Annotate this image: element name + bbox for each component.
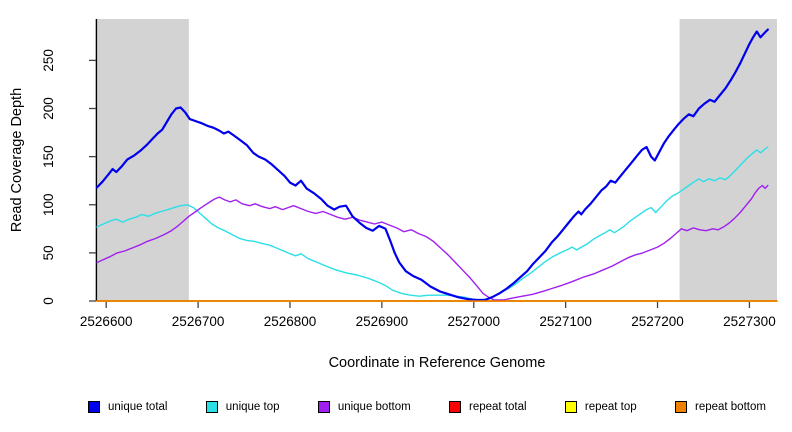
y-axis-tick-label: 100 xyxy=(41,193,56,216)
legend-swatch xyxy=(564,401,577,413)
legend-swatch xyxy=(317,401,330,413)
y-axis-tick-label: 0 xyxy=(41,297,56,305)
legend-item: unique total xyxy=(88,400,167,414)
x-axis-tick-label: 2527000 xyxy=(447,314,500,329)
legend-label: unique top xyxy=(225,401,280,413)
legend-item: unique bottom xyxy=(317,400,411,414)
series-line-unique-top xyxy=(96,146,769,301)
y-axis-tick-label: 250 xyxy=(41,49,56,72)
right-shaded-region xyxy=(679,19,777,301)
legend-swatch xyxy=(449,401,462,413)
y-axis-tick-label: 150 xyxy=(41,145,56,168)
legend-label: repeat bottom xyxy=(694,401,766,413)
series-line-unique-bottom xyxy=(96,184,769,301)
x-axis-tick-label: 2526900 xyxy=(356,314,409,329)
legend-item: repeat top xyxy=(564,400,637,414)
x-axis-tick-label: 2526700 xyxy=(172,314,225,329)
series-line-unique-total xyxy=(95,28,769,302)
legend-label: repeat top xyxy=(584,401,637,413)
legend-swatch xyxy=(205,401,218,413)
legend-item: repeat bottom xyxy=(674,400,766,414)
legend-label: unique total xyxy=(108,401,168,413)
chart-legend: unique total unique top unique bottom repea… xyxy=(88,400,766,414)
legend-label: repeat total xyxy=(469,401,527,413)
legend-label: unique bottom xyxy=(337,401,411,413)
x-axis-tick-label: 2526600 xyxy=(80,314,133,329)
left-shaded-region xyxy=(97,19,189,301)
x-axis-tick-label: 2527100 xyxy=(539,314,592,329)
x-axis-title: Coordinate in Reference Genome xyxy=(329,355,546,371)
y-axis-tick-label: 50 xyxy=(41,245,56,260)
x-axis-tick-label: 2527200 xyxy=(631,314,684,329)
y-axis-tick-label: 200 xyxy=(41,97,56,120)
y-axis-title: Read Coverage Depth xyxy=(9,88,25,232)
legend-swatch xyxy=(674,401,687,413)
legend-item: repeat total xyxy=(449,400,527,414)
x-axis-tick-label: 2527300 xyxy=(723,314,776,329)
legend-item: unique top xyxy=(205,400,280,414)
legend-swatch xyxy=(88,401,100,413)
x-axis-tick-label: 2526800 xyxy=(264,314,317,329)
